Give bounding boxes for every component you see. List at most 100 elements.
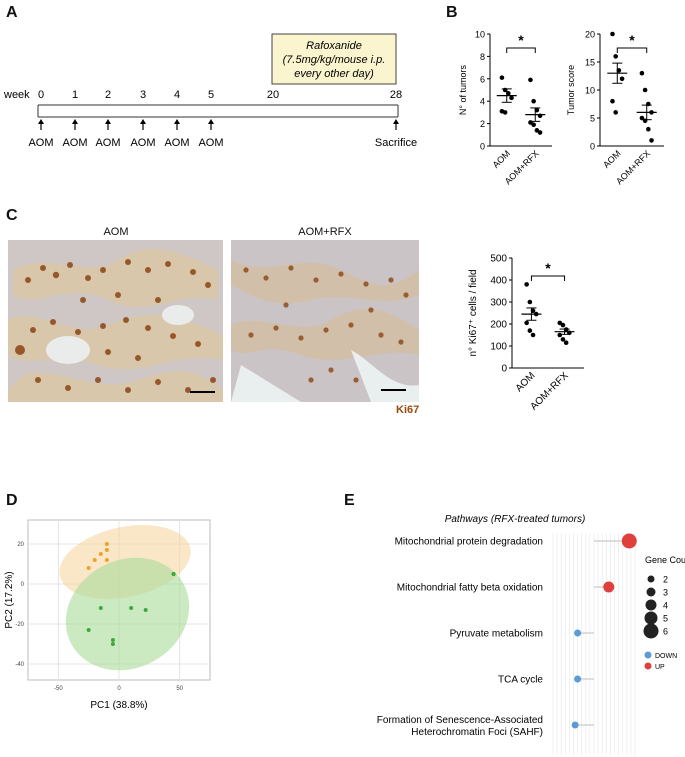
y-axis-label: PC2 (17.2%) [4, 571, 15, 628]
ki67-cells-chart: 0 100 200 300 400 500 n° Ki67⁺ cells / field AO… [468, 254, 584, 413]
schedule-label: every other day) [294, 68, 374, 80]
pca-point [104, 558, 109, 562]
y-tick-label: 300 [490, 298, 507, 309]
arrow-head [72, 119, 78, 124]
histology-image-aom [8, 240, 223, 402]
arrow-head [174, 119, 180, 124]
data-point [639, 115, 645, 121]
arrow-head [140, 119, 146, 124]
histology-image-aom-rfx [231, 240, 419, 402]
data-point [557, 320, 563, 326]
week-label: week [3, 89, 30, 101]
pca-point [86, 566, 91, 570]
y-tick-label: 4 [480, 97, 485, 107]
legend-direction-label: UP [655, 664, 665, 671]
ki67-stain-label: Ki67 [396, 404, 420, 416]
legend-size-label: 2 [663, 575, 668, 585]
week-tick-5: 5 [208, 89, 214, 101]
legend-direction-label: DOWN [655, 653, 677, 660]
img-title-aom-rfx: AOM+RFX [298, 226, 352, 238]
y-axis-label: n° Ki67⁺ cells / field [468, 269, 479, 356]
week-tick-20: 20 [267, 89, 279, 101]
y-tick-label: 500 [490, 254, 507, 265]
data-point [563, 340, 569, 345]
legend-size-dot [643, 623, 659, 639]
legend-size-title: Gene Count [645, 555, 685, 565]
ki67-histology-aom [8, 240, 223, 402]
group2-ellipse [65, 557, 190, 671]
pca-point [104, 542, 109, 546]
data-point [613, 54, 618, 59]
x-tick-label: -50 [54, 686, 63, 692]
data-point [527, 299, 533, 305]
data-point [557, 332, 563, 338]
y-tick-label: 200 [490, 320, 507, 331]
img-title-aom: AOM [103, 226, 129, 238]
data-point [499, 75, 505, 80]
pca-point [171, 572, 176, 576]
rafoxanide-label: Rafoxanide [306, 40, 362, 52]
week-tick-4: 4 [174, 89, 180, 101]
x-tick-label: 0 [117, 686, 121, 692]
pathway-dot [571, 721, 579, 729]
legend-size-dot [644, 611, 658, 625]
y-tick-label: 400 [490, 276, 507, 287]
x-tick-label: 50 [176, 686, 183, 692]
ki67-histology-aom-rfx [231, 240, 419, 402]
x-axis-label: PC1 (38.8%) [90, 700, 147, 711]
pca-point [104, 548, 109, 552]
pca-point [86, 628, 91, 632]
pathway-label: Pyruvate metabolism [450, 629, 543, 640]
pca-point [143, 608, 148, 612]
pathway-dot [621, 533, 637, 549]
week-tick-28: 28 [390, 89, 402, 101]
pathway-label: TCA cycle [498, 675, 543, 686]
week-tick-1: 1 [72, 89, 78, 101]
significance-bracket [530, 275, 566, 281]
data-point [610, 98, 615, 104]
panel-label-a: A [6, 4, 18, 21]
pathway-dot-plot: Pathways (RFX-treated tumors) Mitochondri… [377, 514, 685, 755]
aom-event-label: AOM [130, 137, 155, 149]
panel-label-d: D [6, 492, 18, 509]
pathway-label: Mitochondrial fatty beta oxidation [397, 583, 543, 594]
y-tick-label: 0 [480, 142, 485, 152]
y-tick-label: 5 [590, 114, 595, 124]
data-point [524, 320, 529, 326]
treatment-timeline: Rafoxanide (7.5mg/kg/mouse i.p. every ot… [3, 33, 417, 149]
panel-label-c: C [6, 207, 18, 224]
aom-event-label: AOM [95, 137, 120, 149]
y-tick-label: 0 [590, 142, 595, 152]
significance-bracket [616, 47, 648, 53]
data-point [613, 110, 618, 115]
y-tick-label: 20 [17, 542, 24, 548]
data-point [639, 70, 645, 76]
legend-size-dot [647, 575, 655, 583]
significance-bracket [506, 47, 536, 53]
pca-point [110, 638, 115, 642]
arrow-head [38, 119, 44, 124]
data-point [524, 282, 529, 287]
pca-point [98, 552, 103, 556]
y-tick-label: 10 [585, 86, 595, 96]
data-point [527, 328, 533, 333]
y-tick-label: 2 [480, 119, 485, 129]
y-tick-label: 15 [585, 58, 595, 68]
significance-star: * [518, 32, 524, 48]
data-point [646, 126, 651, 132]
data-point [619, 76, 625, 82]
aom-event-label: AOM [28, 137, 53, 149]
y-tick-label: 10 [475, 30, 485, 40]
pca-point [92, 558, 97, 562]
y-tick-label: 100 [490, 342, 507, 353]
data-point [528, 77, 533, 83]
arrow-head [105, 119, 111, 124]
week-tick-3: 3 [140, 89, 146, 101]
data-point [642, 87, 648, 93]
data-point [610, 31, 615, 37]
y-tick-label: 0 [21, 582, 25, 588]
aom-event-label: AOM [198, 137, 223, 149]
aom-event-label: AOM [62, 137, 87, 149]
data-point [649, 138, 654, 143]
